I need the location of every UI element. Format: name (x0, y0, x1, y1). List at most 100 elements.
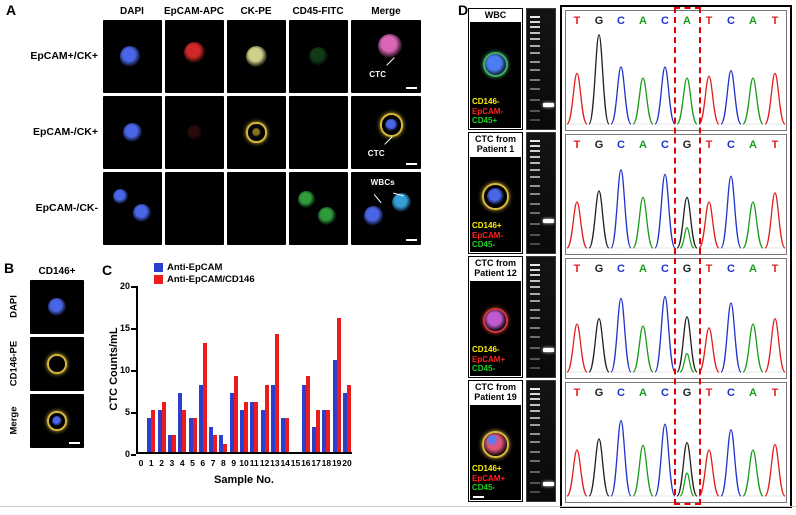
chromatogram-peak (632, 444, 654, 497)
base-letter: C (727, 387, 735, 399)
chromatogram-peak (764, 317, 786, 373)
chromatogram-peak (698, 449, 720, 497)
gel-ladder-band (530, 184, 540, 187)
legend-label-anti-epcam-cd146: Anti-EpCAM/CD146 (167, 274, 255, 285)
base-letter: G (683, 263, 692, 275)
gel-product-band (543, 219, 554, 224)
x-tick-label: 8 (221, 458, 226, 468)
row-label-merge: Merge (8, 406, 20, 435)
chromatogram-peak (742, 449, 764, 497)
x-tick-label: 3 (169, 458, 175, 468)
cell-blob (183, 42, 206, 64)
y-tick-label: 20 (119, 281, 130, 291)
scale-bar (406, 239, 417, 241)
x-tick-label: 19 (331, 458, 342, 468)
fluorescence-image: CTC (351, 20, 421, 93)
cell-blob (385, 118, 398, 132)
y-tick-mark (131, 328, 136, 330)
cell-blob (486, 187, 505, 206)
gel-product-band (543, 102, 554, 107)
gel-ladder-band (530, 273, 540, 276)
base-letter: T (706, 387, 713, 399)
bar-anti-epcam (322, 410, 327, 452)
gel-ladder-band (530, 441, 540, 443)
cell-blob (246, 122, 267, 143)
cell-blob (51, 415, 63, 427)
legend-swatch-blue (154, 263, 163, 272)
gel-ladder-band (530, 119, 540, 122)
gel-ladder-band (530, 471, 540, 473)
chromatogram-peak (676, 441, 698, 497)
column-header-ck-pe: CK-PE (240, 6, 272, 17)
annotation-arrow (384, 136, 393, 145)
gel-ladder-band (530, 60, 540, 63)
marker-label: CD146- (472, 97, 500, 107)
cell-blob (391, 192, 412, 213)
y-tick-label: 5 (124, 407, 130, 417)
cell-blob (119, 46, 140, 67)
base-letter: T (706, 15, 713, 27)
chromatogram-peak (698, 327, 720, 373)
y-tick-label: 15 (119, 323, 130, 333)
annotation-arrow (373, 194, 382, 204)
chromatogram-peak (610, 169, 632, 249)
cell-blob (482, 183, 509, 210)
chromatogram-peak (566, 323, 588, 373)
bar-anti-epcam-cd146 (171, 435, 176, 452)
gel-ladder-band (530, 326, 540, 329)
base-letter: A (749, 387, 757, 399)
base-letter: C (727, 15, 735, 27)
marker-label: EpCAM+ (472, 354, 506, 364)
chromatogram-peak (720, 429, 742, 497)
bar-anti-epcam-cd146 (285, 418, 290, 452)
gel-ladder-band (530, 21, 540, 23)
marker-label: EpCAM- (472, 106, 504, 116)
gel-ladder-band (530, 109, 540, 112)
chromatogram-peak (764, 443, 786, 497)
cell-annotation: WBCs (370, 177, 395, 187)
legend-item-anti-epcam: Anti-EpCAM (154, 262, 255, 273)
cell-blob (378, 34, 403, 59)
fluorescence-image (165, 96, 224, 169)
marker-label: CD146+ (472, 221, 502, 231)
cell-annotation: CTC (369, 69, 387, 79)
x-tick-label: 13 (270, 458, 280, 468)
chromatogram-peak (698, 201, 720, 249)
scale-bar (406, 163, 417, 165)
fluorescence-image (227, 96, 286, 169)
cell-blob (298, 191, 315, 208)
gel-ladder-band (530, 367, 540, 370)
fluorescence-image: WBCs (351, 172, 421, 245)
fluorescence-image (289, 172, 348, 245)
base-letter: T (772, 15, 779, 27)
fluorescence-image (103, 20, 162, 93)
gel-ladder-band (530, 388, 540, 391)
fluorescence-image (165, 172, 224, 245)
bar-anti-epcam-cd146 (161, 401, 166, 452)
patient-cell-box: CTC from Patient 1 CD146+ EpCAM- CD45- (468, 132, 523, 254)
chromatogram-peak (720, 302, 742, 373)
legend-item-anti-epcam-cd146: Anti-EpCAM/CD146 (154, 274, 255, 285)
gel-ladder-band (530, 403, 540, 406)
x-tick-label: 17 (311, 458, 321, 468)
chromatogram-peak (588, 190, 610, 249)
base-letter: T (574, 15, 581, 27)
gel-ladder-band (530, 285, 540, 288)
bar-chart-plot-area (136, 286, 352, 454)
fluorescence-image (165, 20, 224, 93)
row-label-epcam-neg-ck-neg: EpCAM-/CK- (35, 202, 98, 214)
chromatogram-peak (588, 317, 610, 373)
chromatogram-peak (632, 325, 654, 373)
cell-blob (47, 411, 67, 431)
bar-anti-epcam-cd146 (192, 418, 197, 452)
chromatogram-peak (764, 192, 786, 249)
bar-anti-epcam-cd146 (347, 384, 351, 452)
gel-ladder-band (530, 78, 540, 81)
patient-cell-image: CD146- EpCAM+ CD45- (470, 280, 521, 376)
fluorescence-image (289, 96, 348, 169)
chart-legend: Anti-EpCAM Anti-EpCAM/CD146 (154, 262, 255, 285)
